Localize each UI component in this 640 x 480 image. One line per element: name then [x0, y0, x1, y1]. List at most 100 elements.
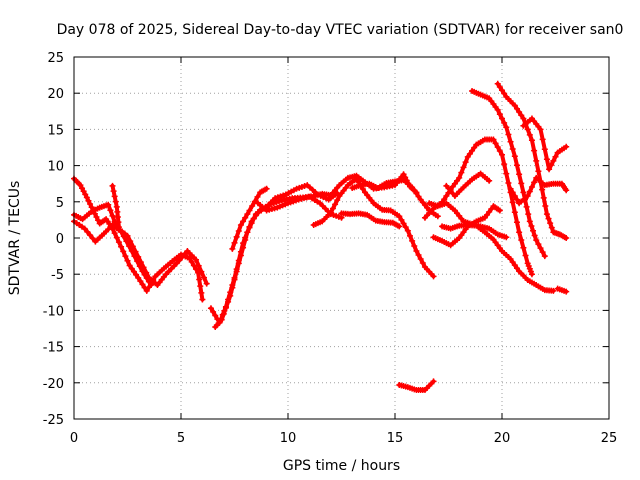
data-point: [139, 281, 146, 288]
y-tick-label: 25: [47, 51, 64, 66]
data-point: [84, 228, 91, 235]
data-point: [406, 232, 413, 239]
data-point: [507, 138, 514, 145]
series-7: [229, 185, 270, 252]
data-point: [462, 159, 469, 166]
data-point: [233, 268, 240, 275]
series-13: [439, 221, 557, 294]
data-point: [118, 243, 125, 250]
data-point: [225, 298, 232, 305]
data-point: [509, 259, 516, 266]
x-axis-title: GPS time / hours: [283, 458, 400, 474]
data-point: [396, 223, 403, 230]
data-point: [469, 147, 476, 154]
data-point: [539, 136, 546, 143]
data-point: [77, 182, 84, 189]
y-tick-label: 0: [56, 232, 64, 247]
data-point: [143, 287, 150, 294]
data-point: [135, 274, 142, 281]
data-point: [246, 224, 253, 231]
data-point: [130, 268, 137, 275]
data-point: [516, 171, 523, 178]
data-point: [254, 193, 261, 200]
series-10: [338, 210, 403, 230]
data-point: [509, 145, 516, 152]
data-point: [89, 235, 96, 242]
series-18: [469, 88, 548, 260]
series-17: [443, 170, 493, 200]
data-point: [134, 258, 141, 265]
data-point: [518, 112, 525, 119]
data-point: [231, 239, 238, 246]
data-point: [509, 199, 516, 206]
data-point: [545, 215, 552, 222]
data-point: [413, 248, 420, 255]
data-point: [242, 214, 249, 221]
data-point: [533, 237, 540, 244]
data-point: [518, 236, 525, 243]
data-point: [499, 151, 505, 158]
data-point: [525, 211, 532, 218]
data-point: [507, 185, 514, 192]
data-point: [237, 221, 244, 228]
series-12: [396, 378, 437, 394]
data-point: [222, 304, 229, 311]
y-tick-label: 15: [47, 123, 64, 138]
data-point: [430, 273, 437, 280]
data-point: [530, 227, 537, 234]
data-point: [111, 230, 118, 237]
data-point: [210, 308, 217, 315]
data-point: [207, 305, 214, 312]
data-point: [95, 217, 102, 224]
data-point: [430, 378, 437, 385]
data-point: [499, 87, 505, 94]
series-trace: [521, 116, 569, 172]
data-point: [563, 187, 570, 194]
grid: [74, 57, 609, 419]
data-point: [113, 203, 120, 210]
series-9: [310, 175, 437, 280]
data-point: [563, 288, 570, 295]
data-point: [192, 266, 199, 273]
data-point: [520, 115, 527, 122]
data-point: [528, 271, 535, 278]
data-point: [79, 185, 86, 192]
data-point: [402, 224, 409, 231]
data-point: [83, 194, 90, 201]
data-point: [329, 205, 336, 212]
data-point: [518, 180, 525, 187]
data-point: [513, 196, 520, 203]
data-point: [229, 284, 236, 291]
data-point: [198, 289, 205, 296]
data-point: [114, 208, 121, 215]
data-point: [235, 227, 242, 234]
data-point: [441, 196, 448, 203]
data-point: [511, 153, 518, 160]
data-point: [496, 147, 503, 154]
data-point: [443, 193, 450, 200]
data-point: [496, 207, 503, 214]
data-point: [229, 245, 236, 252]
data-point: [499, 115, 505, 122]
data-point: [411, 187, 418, 194]
data-point: [413, 190, 420, 197]
x-tick-label: 15: [387, 431, 404, 446]
data-point: [492, 140, 499, 147]
data-point: [456, 174, 463, 181]
data-point: [513, 105, 520, 112]
data-point: [540, 194, 547, 201]
data-point: [539, 186, 546, 193]
y-axis-title: SDTVAR / TECUs: [7, 181, 23, 296]
data-point: [218, 316, 225, 323]
data-point: [201, 274, 208, 281]
data-point: [396, 213, 403, 220]
data-point: [141, 271, 148, 278]
data-point: [503, 124, 510, 131]
data-point: [113, 234, 120, 241]
data-point: [541, 253, 548, 260]
data-point: [85, 197, 92, 204]
data-point: [227, 292, 234, 299]
data-point: [550, 287, 557, 294]
data-point: [148, 282, 155, 289]
data-point: [547, 220, 554, 227]
